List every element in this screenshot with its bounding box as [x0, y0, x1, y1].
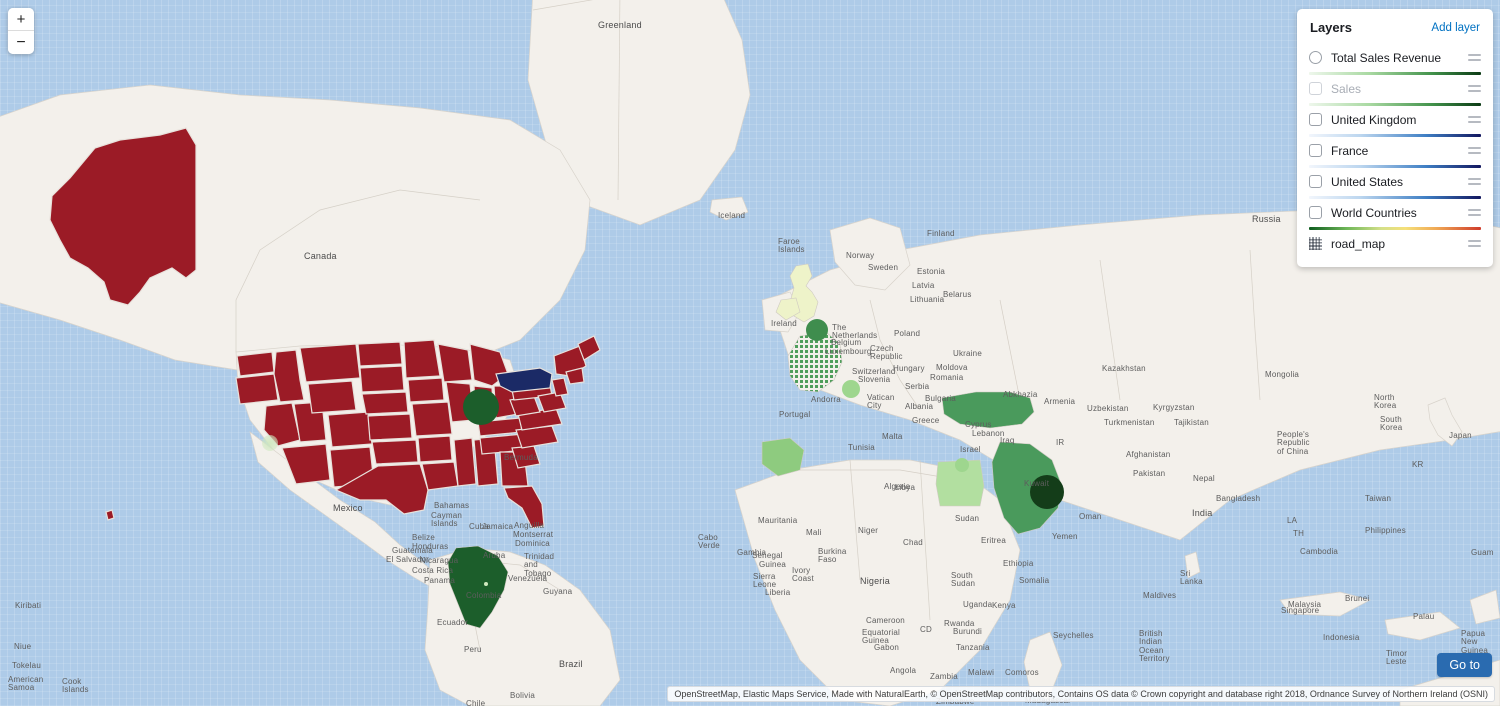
zoom-controls: + −	[8, 8, 34, 54]
layer-radio[interactable]	[1309, 51, 1322, 64]
layer-checkbox[interactable]	[1309, 113, 1322, 126]
drag-handle-icon[interactable]	[1468, 208, 1481, 217]
zoom-in-button[interactable]: +	[8, 8, 34, 31]
drag-handle-icon[interactable]	[1468, 177, 1481, 186]
marker-uk[interactable]	[806, 319, 828, 341]
marker-colombia[interactable]	[484, 582, 488, 586]
layer-item-label: United States	[1331, 174, 1404, 189]
layer-color-ramp	[1309, 227, 1481, 230]
state-new-york-highlight[interactable]	[495, 367, 553, 393]
layer-color-ramp	[1309, 196, 1481, 199]
layer-color-ramp	[1309, 103, 1481, 106]
go-to-button[interactable]: Go to	[1437, 653, 1492, 677]
country-egypt[interactable]	[935, 459, 985, 507]
state-alaska[interactable]	[49, 127, 197, 306]
layer-item-label: United Kingdom	[1331, 112, 1417, 127]
layers-panel-header: Layers Add layer	[1297, 9, 1493, 44]
layer-item-road-map[interactable]: road_map	[1297, 230, 1493, 261]
map-point-markers[interactable]	[262, 319, 1064, 586]
marker-california[interactable]	[262, 435, 278, 451]
add-layer-link[interactable]: Add layer	[1431, 21, 1480, 34]
country-turkey[interactable]	[941, 391, 1035, 429]
layers-panel-title: Layers	[1310, 20, 1352, 35]
drag-handle-icon[interactable]	[1468, 146, 1481, 155]
country-ireland[interactable]	[775, 297, 801, 321]
layer-item-united-states[interactable]: United States	[1297, 168, 1493, 199]
grid-pattern-icon	[1309, 237, 1322, 250]
layer-item-total-sales-revenue[interactable]: Total Sales Revenue	[1297, 44, 1493, 75]
layer-color-ramp	[1309, 134, 1481, 137]
layer-color-ramp	[1309, 165, 1481, 168]
marker-gulf[interactable]	[1030, 475, 1064, 509]
layer-item-sales[interactable]: Sales	[1297, 75, 1493, 106]
drag-handle-icon[interactable]	[1468, 84, 1481, 93]
layer-color-ramp	[1309, 258, 1481, 261]
layers-panel: Layers Add layer Total Sales Revenue Sale…	[1297, 9, 1493, 267]
layer-checkbox[interactable]	[1309, 175, 1322, 188]
country-france[interactable]	[787, 331, 843, 393]
layer-color-ramp	[1309, 72, 1481, 75]
layer-list: Total Sales Revenue Sales United Kingdom Fr…	[1297, 44, 1493, 261]
drag-handle-icon[interactable]	[1468, 239, 1481, 248]
country-colombia[interactable]	[447, 545, 509, 629]
map-attribution: OpenStreetMap, Elastic Maps Service, Mad…	[667, 686, 1495, 702]
drag-handle-icon[interactable]	[1468, 53, 1481, 62]
drag-handle-icon[interactable]	[1468, 115, 1481, 124]
layer-item-united-kingdom[interactable]: United Kingdom	[1297, 106, 1493, 137]
layer-checkbox[interactable]	[1309, 144, 1322, 157]
country-morocco[interactable]	[761, 437, 805, 477]
layer-item-label: Total Sales Revenue	[1331, 50, 1442, 65]
layer-item-france[interactable]: France	[1297, 137, 1493, 168]
layer-checkbox[interactable]	[1309, 82, 1322, 95]
country-saudi-arabia[interactable]	[991, 441, 1063, 535]
layer-item-world-countries[interactable]: World Countries	[1297, 199, 1493, 230]
zoom-out-button[interactable]: −	[8, 31, 34, 54]
layer-item-label: Sales	[1331, 81, 1362, 96]
layer-checkbox[interactable]	[1309, 206, 1322, 219]
layer-item-label: France	[1331, 143, 1369, 158]
layer-item-label: World Countries	[1331, 205, 1417, 220]
marker-northeast-us[interactable]	[463, 389, 499, 425]
us-states-highlight[interactable]	[49, 127, 601, 529]
marker-egypt[interactable]	[955, 458, 969, 472]
marker-italy[interactable]	[842, 380, 860, 398]
layer-item-label: road_map	[1331, 236, 1386, 251]
choropleth-countries[interactable]	[447, 263, 1063, 629]
